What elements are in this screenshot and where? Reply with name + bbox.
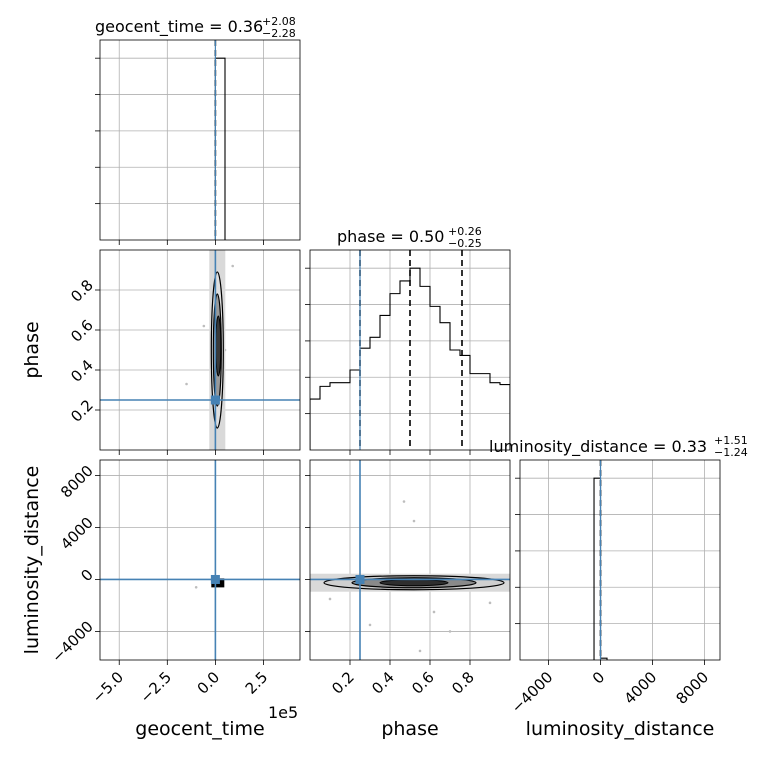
tick-label-y-luminosity_distance: 4000 <box>57 514 97 554</box>
xlabel-luminosity-distance: luminosity_distance <box>526 718 715 740</box>
tick-label-x-phase: 0.4 <box>368 668 398 698</box>
truth-marker <box>210 395 220 405</box>
title-luminosity-distance-sup: +1.51 <box>714 434 748 447</box>
tick-label-x-phase: 0.6 <box>408 668 438 698</box>
tick-label-y-luminosity_distance: 0 <box>77 566 96 585</box>
density-clip-group <box>100 460 300 660</box>
tick-label-y-luminosity_distance: 8000 <box>57 462 97 502</box>
ylabel-luminosity-distance: luminosity_distance <box>21 466 43 655</box>
panel-frame <box>99 39 301 241</box>
tick-label-x-geocent_time: −5.0 <box>89 668 127 706</box>
density-clip-group <box>310 460 510 660</box>
panel-background <box>100 40 300 240</box>
tick-label-y-phase: 0.6 <box>67 316 97 346</box>
tick-label-y-luminosity_distance: −4000 <box>48 618 97 667</box>
scatter-point <box>488 601 492 605</box>
panel-background <box>520 460 720 660</box>
histogram-clip-group <box>593 460 608 660</box>
histogram-clip-group <box>214 40 226 240</box>
tick-label-x-geocent_time: 2.5 <box>242 668 272 698</box>
panel-phase-vs-geocent-time <box>95 249 301 455</box>
xlabel-geocent-time: geocent_time <box>135 718 264 740</box>
panel-frame <box>309 249 511 451</box>
tick-label-x-phase: 0.8 <box>448 668 478 698</box>
xlabel-phase: phase <box>381 718 438 740</box>
title-geocent-time-sup: +2.08 <box>262 15 296 28</box>
truth-marker <box>210 574 220 584</box>
scatter-point <box>418 649 422 653</box>
ylabel-phase: phase <box>21 321 43 378</box>
density-contour-inner <box>379 579 449 587</box>
panel-luminosity-distance-vs-geocent-time <box>95 459 301 665</box>
tick-label-x-luminosity_distance: 4000 <box>621 668 661 708</box>
scatter-point <box>412 519 416 523</box>
panel-background <box>310 460 510 660</box>
panel-luminosity-distance-histogram <box>515 459 721 665</box>
title-luminosity-distance: luminosity_distance = 0.33 <box>489 437 707 457</box>
tick-label-y-phase: 0.2 <box>67 396 97 426</box>
panel-phase-histogram <box>305 249 511 455</box>
panel-frame <box>99 249 301 451</box>
panel-frame <box>99 459 301 661</box>
title-geocent-time: geocent_time = 0.36 <box>95 17 263 37</box>
histogram-clip-group <box>310 250 510 450</box>
scatter-point <box>194 585 198 589</box>
title-phase-sup: +0.26 <box>448 225 482 238</box>
panel-frame <box>519 459 721 661</box>
panel-frame <box>309 459 511 661</box>
title-phase-sub: −0.25 <box>448 237 482 250</box>
scatter-point <box>448 630 452 633</box>
density-clip-group <box>100 250 300 450</box>
scatter-point <box>402 500 406 503</box>
tick-label-x-luminosity_distance: −4000 <box>508 668 557 717</box>
density-contour-inner <box>215 315 222 377</box>
scatter-point <box>231 264 234 268</box>
tick-label-x-geocent_time: 0.0 <box>194 668 224 698</box>
panel-geocent-time-histogram <box>95 39 301 245</box>
title-geocent-time-sub: −2.28 <box>262 27 296 40</box>
scatter-point <box>368 623 372 627</box>
title-luminosity-distance-sub: −1.24 <box>714 446 748 459</box>
scatter-point <box>202 324 206 328</box>
scatter-point <box>432 610 436 614</box>
scatter-point <box>185 382 188 386</box>
offset-text: 1e5 <box>268 703 298 722</box>
panel-background <box>100 460 300 660</box>
tick-label-x-phase: 0.2 <box>328 668 358 698</box>
truth-marker <box>355 574 365 584</box>
panel-luminosity-distance-vs-phase <box>305 459 511 665</box>
tick-label-x-luminosity_distance: 8000 <box>673 668 713 708</box>
tick-label-x-luminosity_distance: 0 <box>589 668 608 687</box>
title-phase: phase = 0.50 <box>337 227 444 246</box>
tick-label-y-phase: 0.8 <box>67 276 97 306</box>
tick-label-x-geocent_time: −2.5 <box>137 668 175 706</box>
panel-background <box>100 250 300 450</box>
tick-label-y-phase: 0.4 <box>67 356 97 386</box>
scatter-point <box>328 597 332 601</box>
